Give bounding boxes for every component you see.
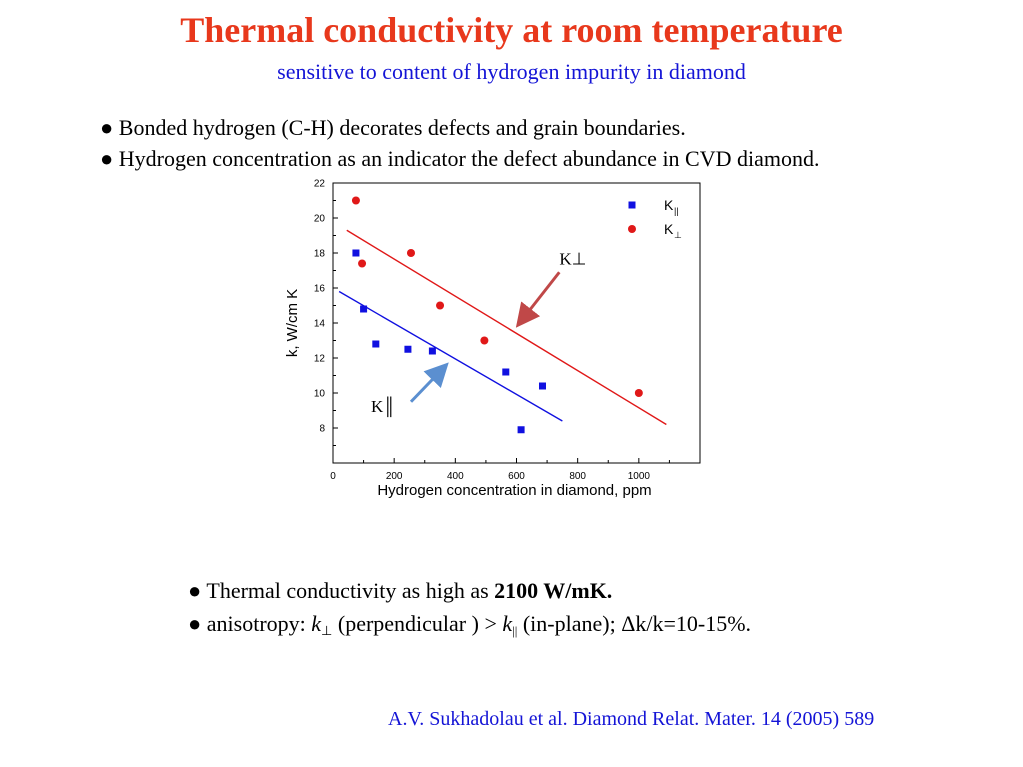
y-tick-label: 18 — [314, 249, 326, 260]
legend-subscript: || — [674, 206, 679, 216]
par-data-point — [502, 368, 510, 376]
k-perp-symbol: k — [311, 611, 322, 636]
x-tick-label: 0 — [330, 471, 336, 482]
x-axis-label: Hydrogen concentration in diamond, ppm — [377, 482, 651, 499]
y-tick-label: 16 — [314, 284, 326, 295]
par-data-point — [538, 382, 546, 390]
legend-subscript: ⊥ — [674, 230, 682, 240]
perp-data-point — [358, 259, 367, 268]
par-fit-line — [338, 290, 563, 422]
citation: A.V. Sukhadolau et al. Diamond Relat. Ma… — [388, 708, 875, 730]
perp-data-point — [406, 249, 415, 257]
bullet-bonded-hydrogen: ● Bonded hydrogen (C-H) decorates defect… — [100, 115, 686, 140]
par-data-point — [360, 305, 368, 313]
x-tick-label: 1000 — [628, 471, 651, 482]
legend-marker-par — [628, 201, 636, 209]
perp-arrow — [515, 271, 561, 328]
perp-subscript: ⊥ — [321, 623, 333, 638]
legend-marker-perp — [628, 225, 636, 233]
x-tick-label: 400 — [447, 471, 464, 482]
legend-label: K — [664, 197, 674, 213]
y-axis-label: k, W/cm K — [284, 289, 301, 357]
par-data-point — [352, 249, 360, 257]
par-annotation-label: K║ — [371, 396, 395, 418]
legend-label: K — [664, 221, 674, 237]
anisotropy-middle: (perpendicular ) > — [332, 611, 503, 636]
anisotropy-prefix: ● anisotropy: — [188, 611, 312, 636]
par-arrow — [409, 362, 449, 403]
y-tick-label: 10 — [314, 389, 326, 400]
y-tick-label: 20 — [314, 214, 326, 225]
perp-data-point — [436, 301, 445, 310]
x-tick-label: 600 — [508, 471, 525, 482]
slide-subtitle: sensitive to content of hydrogen impurit… — [277, 59, 746, 84]
y-tick-label: 14 — [314, 319, 326, 330]
x-tick-label: 800 — [569, 471, 586, 482]
bottom-bullet-list: ● Thermal conductivity as high as 2100 W… — [188, 574, 751, 647]
k-par-symbol: k — [502, 611, 513, 636]
bullet-conductivity: ● Thermal conductivity as high as 2100 W… — [188, 574, 751, 607]
par-data-point — [428, 347, 436, 355]
x-tick-label: 200 — [386, 471, 403, 482]
plot-frame — [332, 182, 701, 464]
bullet-conductivity-value: 2100 W/mK. — [494, 578, 613, 603]
slide-title: Thermal conductivity at room temperature — [180, 10, 843, 50]
anisotropy-suffix: (in-plane); Δk/k=10-15%. — [517, 611, 752, 636]
bullet-hydrogen-indicator: ● Hydrogen concentration as an indicator… — [100, 146, 820, 171]
bullet-conductivity-text: ● Thermal conductivity as high as — [188, 578, 495, 603]
thermal-conductivity-chart: 0 200 400 600 800 1000 8 10 12 14 16 18 20 22 Hydrogen… — [284, 179, 701, 499]
top-bullet-list: ● Bonded hydrogen (C-H) decorates defect… — [100, 112, 820, 174]
perp-data-point — [480, 336, 489, 345]
bullet-anisotropy: ● anisotropy: k⊥ (perpendicular ) > k|| … — [188, 607, 751, 647]
perp-fit-line — [346, 229, 667, 426]
par-data-point — [404, 345, 412, 353]
perp-annotation-label: K⊥ — [559, 249, 586, 268]
par-data-point — [372, 340, 380, 348]
y-tick-label: 22 — [314, 179, 326, 190]
perp-data-point — [634, 389, 643, 397]
par-subscript: || — [512, 623, 518, 638]
y-tick-label: 8 — [319, 424, 325, 435]
par-data-point — [517, 426, 525, 434]
y-tick-label: 12 — [314, 354, 326, 365]
perp-data-point — [351, 196, 360, 205]
